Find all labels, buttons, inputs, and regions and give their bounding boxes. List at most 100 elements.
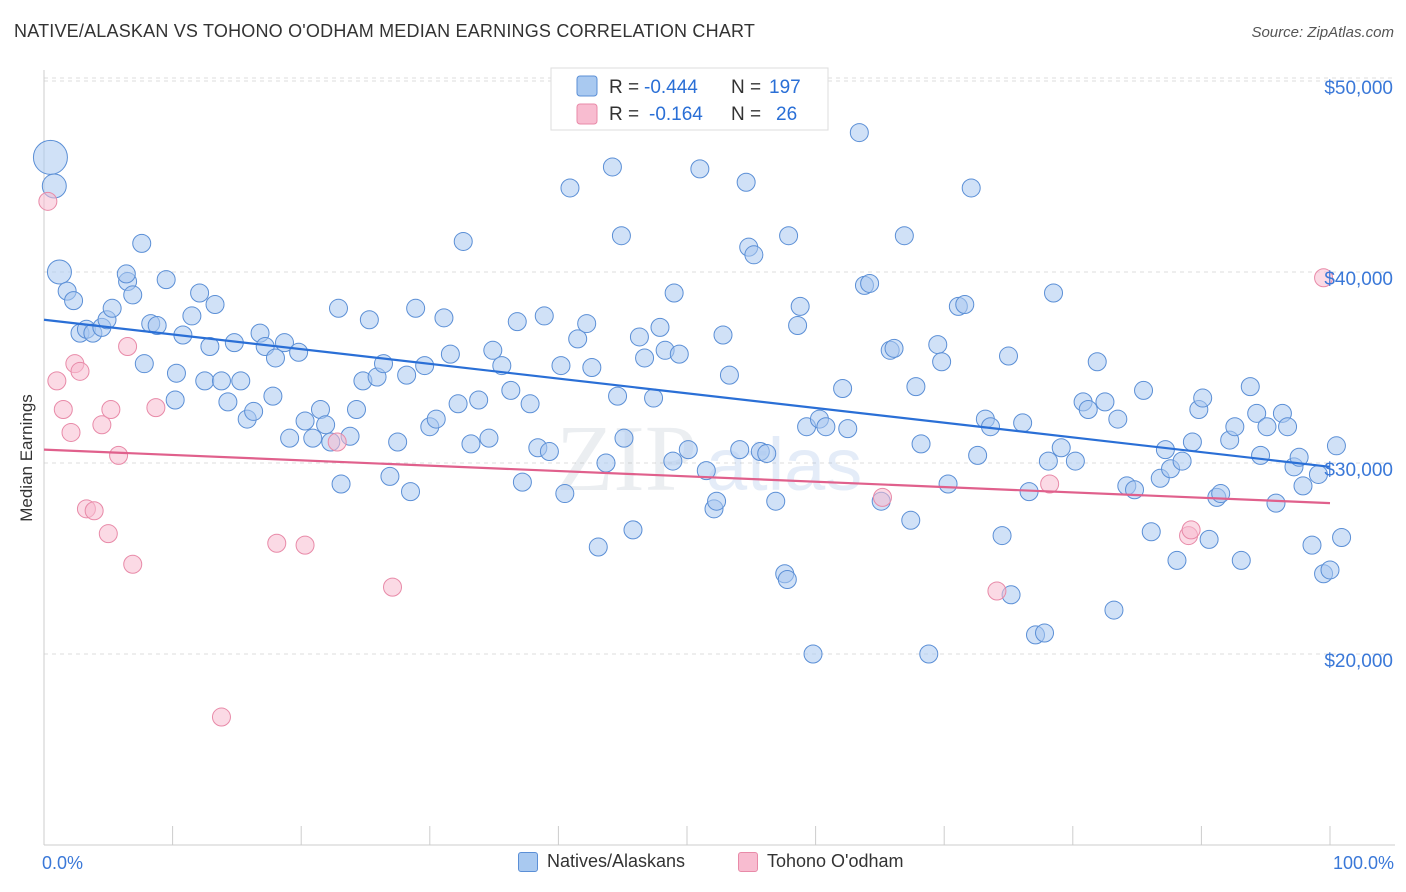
data-point-natives-alaskans	[244, 401, 264, 421]
data-point-natives-alaskans	[1240, 377, 1260, 397]
data-point-natives-alaskans	[401, 482, 421, 502]
data-point-natives-alaskans	[1065, 451, 1085, 471]
data-point-natives-alaskans	[849, 123, 869, 143]
data-point-natives-alaskans	[790, 296, 810, 316]
data-point-natives-alaskans	[803, 644, 823, 664]
data-point-natives-alaskans	[331, 474, 351, 494]
y-tick-label: $40,000	[1324, 269, 1393, 290]
data-point-natives-alaskans	[1078, 400, 1098, 420]
data-point-natives-alaskans	[602, 157, 622, 177]
data-point-natives-alaskans	[623, 520, 643, 540]
data-point-tohono-oodham	[101, 400, 121, 420]
data-point-natives-alaskans	[1104, 600, 1124, 620]
source-credit: Source: ZipAtlas.com	[1251, 24, 1394, 41]
data-point-natives-alaskans	[328, 298, 348, 318]
data-point-natives-alaskans	[534, 306, 554, 326]
data-point-natives-alaskans	[426, 409, 446, 429]
data-point-natives-alaskans	[696, 461, 716, 481]
legend-n-label: N =	[731, 77, 761, 98]
data-point-natives-alaskans	[568, 329, 588, 349]
data-point-natives-alaskans	[766, 491, 786, 511]
legend-swatch-blue	[576, 75, 598, 97]
data-point-natives-alaskans	[1013, 413, 1033, 433]
data-point-natives-alaskans	[359, 310, 379, 330]
data-point-natives-alaskans	[263, 386, 283, 406]
data-point-natives-alaskans	[380, 466, 400, 486]
data-point-natives-alaskans	[650, 317, 670, 337]
data-point-natives-alaskans	[664, 283, 684, 303]
data-point-natives-alaskans	[744, 245, 764, 265]
x-tick-label: 0.0%	[42, 853, 83, 873]
data-point-tohono-oodham	[1040, 474, 1060, 494]
data-point-natives-alaskans	[1095, 392, 1115, 412]
data-point-natives-alaskans	[46, 259, 72, 285]
data-point-natives-alaskans	[833, 379, 853, 399]
data-point-natives-alaskans	[190, 283, 210, 303]
legend-n-value: 26	[776, 104, 797, 125]
data-point-natives-alaskans	[1087, 352, 1107, 372]
data-point-natives-alaskans	[678, 440, 698, 460]
data-point-natives-alaskans	[779, 226, 799, 246]
data-point-tohono-oodham	[211, 707, 231, 727]
data-point-tohono-oodham	[383, 577, 403, 597]
data-point-natives-alaskans	[265, 348, 285, 368]
data-point-natives-alaskans	[555, 484, 575, 504]
data-point-tohono-oodham	[327, 432, 347, 452]
y-tick-labels: $20,000 $30,000 $40,000 $50,000	[1324, 78, 1393, 672]
data-point-natives-alaskans	[928, 335, 948, 355]
data-point-natives-alaskans	[635, 348, 655, 368]
data-point-natives-alaskans	[961, 178, 981, 198]
data-point-natives-alaskans	[346, 400, 366, 420]
data-point-natives-alaskans	[507, 312, 527, 332]
data-point-tohono-oodham	[295, 535, 315, 555]
x-tick-label: 100.0%	[1333, 853, 1394, 873]
data-point-natives-alaskans	[64, 291, 84, 311]
data-point-natives-alaskans	[1231, 550, 1251, 570]
data-point-natives-alaskans	[182, 306, 202, 326]
data-point-natives-alaskans	[406, 298, 426, 318]
legend-label-natives-alaskans: Natives/Alaskans	[547, 851, 686, 871]
data-point-natives-alaskans	[520, 394, 540, 414]
data-point-natives-alaskans	[1247, 403, 1267, 423]
series-tohono-oodham	[38, 191, 1334, 727]
data-point-natives-alaskans	[757, 443, 777, 463]
data-point-tohono-oodham	[872, 487, 892, 507]
data-point-natives-alaskans	[1320, 560, 1340, 580]
data-point-natives-alaskans	[388, 432, 408, 452]
legend-item-tohono-oodham: Tohono O'odham	[738, 851, 904, 872]
data-point-natives-alaskans	[713, 325, 733, 345]
data-point-natives-alaskans	[501, 380, 521, 400]
data-point-tohono-oodham	[109, 445, 129, 465]
data-point-natives-alaskans	[461, 434, 481, 454]
data-point-natives-alaskans	[614, 428, 634, 448]
data-point-natives-alaskans	[102, 298, 122, 318]
data-point-tohono-oodham	[70, 361, 90, 381]
data-point-natives-alaskans	[938, 474, 958, 494]
data-point-tohono-oodham	[118, 336, 138, 356]
data-point-natives-alaskans	[730, 440, 750, 460]
legend-top: R = -0.444 N = 197 R = -0.164 N = 26	[550, 67, 829, 131]
legend-r-value: -0.444	[644, 77, 698, 98]
data-point-natives-alaskans	[1035, 623, 1055, 643]
legend-r-label: R =	[609, 104, 639, 125]
data-point-natives-alaskans	[434, 308, 454, 328]
data-point-natives-alaskans	[195, 371, 215, 391]
data-point-natives-alaskans	[205, 294, 225, 314]
trend-line-natives-alaskans	[43, 318, 1331, 468]
data-point-natives-alaskans	[415, 356, 435, 376]
data-point-natives-alaskans	[231, 371, 251, 391]
data-point-natives-alaskans	[1251, 445, 1271, 465]
data-point-natives-alaskans	[156, 270, 176, 290]
data-point-natives-alaskans	[611, 226, 631, 246]
data-point-natives-alaskans	[992, 526, 1012, 546]
data-point-natives-alaskans	[1293, 476, 1313, 496]
data-point-tohono-oodham	[1314, 268, 1334, 288]
data-point-natives-alaskans	[663, 451, 683, 471]
data-point-natives-alaskans	[1332, 527, 1352, 547]
legend-r-value: -0.164	[649, 104, 703, 125]
data-point-natives-alaskans	[1225, 417, 1245, 437]
data-point-natives-alaskans	[1108, 409, 1128, 429]
data-point-natives-alaskans	[608, 386, 628, 406]
data-point-natives-alaskans	[551, 356, 571, 376]
